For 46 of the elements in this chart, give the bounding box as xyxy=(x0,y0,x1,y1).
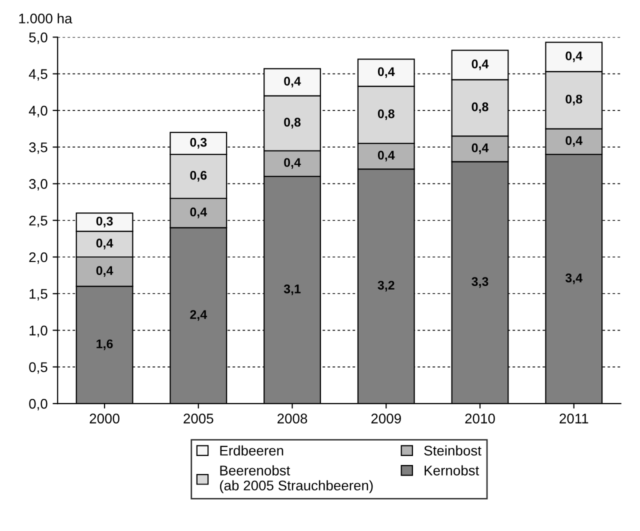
data-label: 3,1 xyxy=(284,284,301,296)
data-label: 2,4 xyxy=(190,310,208,321)
y-tick-label: 0,0 xyxy=(29,398,48,410)
data-label: 0,8 xyxy=(472,102,488,114)
y-tick-label: 4,5 xyxy=(28,69,48,81)
y-tick-label: 0,5 xyxy=(29,362,48,374)
data-label: 0,4 xyxy=(566,51,582,62)
data-label: 0,8 xyxy=(284,118,301,128)
data-label: 0,4 xyxy=(378,150,395,162)
y-tick-label: 4,0 xyxy=(28,106,48,118)
data-label: 0,4 xyxy=(96,266,114,277)
y-tick-label: 2,0 xyxy=(29,252,48,264)
y-axis-title: 1.000 ha xyxy=(19,13,72,24)
legend-label: Beerenobst (ab 2005 Strauchbeeren) xyxy=(220,465,373,494)
data-label: 3,4 xyxy=(565,273,582,284)
legend-label: Steinbost xyxy=(424,445,482,456)
data-label: 0,4 xyxy=(96,238,114,250)
x-tick-label: 2008 xyxy=(278,414,308,424)
y-tick-label: 2,5 xyxy=(29,216,48,228)
legend-label: Erdbeeren xyxy=(220,445,284,456)
data-label: 0,4 xyxy=(378,67,395,78)
y-tick-label: 1,0 xyxy=(30,326,48,338)
data-label: 0,4 xyxy=(472,143,489,154)
data-label: 0,4 xyxy=(566,136,582,147)
x-tick-label: 2010 xyxy=(465,414,495,424)
data-label: 0,6 xyxy=(190,170,207,182)
x-tick-label: 2000 xyxy=(90,414,120,424)
data-label: 0,4 xyxy=(472,60,489,70)
y-tick-label: 1,5 xyxy=(30,289,48,300)
legend-label: Kernobst xyxy=(424,465,480,476)
data-label: 0,4 xyxy=(190,208,208,218)
data-label: 0,4 xyxy=(284,76,301,88)
x-tick-label: 2005 xyxy=(184,414,214,424)
data-label: 0,8 xyxy=(566,94,582,106)
data-label: 1,6 xyxy=(96,339,113,350)
data-label: 0,8 xyxy=(378,109,394,120)
data-label: 3,3 xyxy=(472,277,488,288)
y-tick-label: 3,0 xyxy=(29,179,48,191)
y-tick-label: 3,5 xyxy=(29,142,48,154)
y-tick-label: 5,0 xyxy=(29,32,48,44)
data-label: 0,4 xyxy=(284,158,301,169)
data-label: 0,3 xyxy=(190,138,207,149)
x-tick-label: 2011 xyxy=(560,414,588,424)
x-tick-label: 2009 xyxy=(371,414,401,424)
data-label: 3,2 xyxy=(378,280,394,292)
data-label: 0,3 xyxy=(96,216,113,228)
